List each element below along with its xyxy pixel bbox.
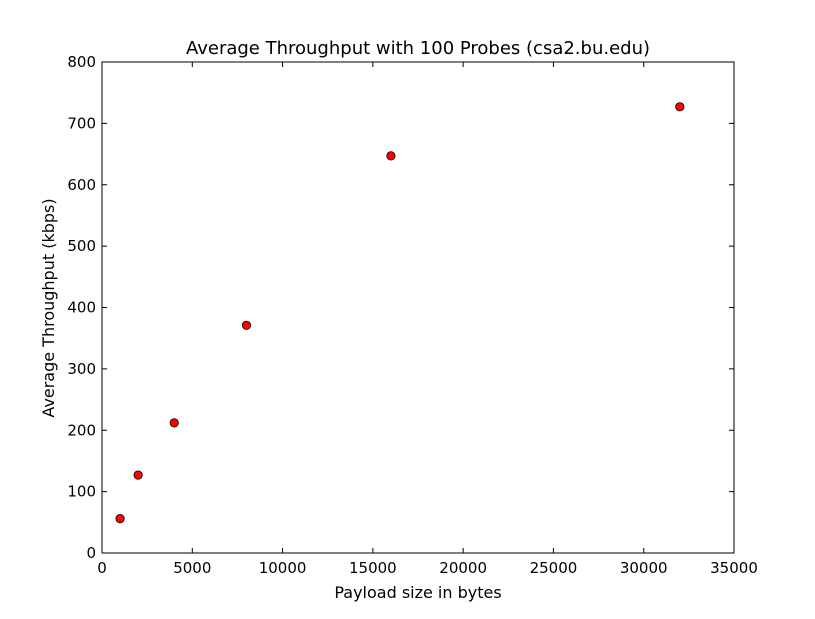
x-tick-label: 30000 — [620, 559, 668, 577]
y-tick-label: 500 — [67, 237, 96, 255]
x-tick-label: 0 — [97, 559, 107, 577]
x-axis-label: Payload size in bytes — [334, 583, 501, 602]
y-axis: 0 100 200 300 400 500 600 700 800 — [67, 53, 734, 562]
x-axis: 0 5000 10000 15000 20000 25000 30000 35000 — [97, 62, 758, 577]
data-points — [115, 102, 685, 524]
data-point — [675, 102, 685, 112]
chart-title: Average Throughput with 100 Probes (csa2… — [186, 38, 650, 59]
x-tick-label: 5000 — [173, 559, 211, 577]
data-point — [133, 470, 143, 480]
x-tick-label: 10000 — [259, 559, 307, 577]
y-axis-label: Average Throughput (kbps) — [39, 198, 58, 417]
y-tick-label: 100 — [67, 483, 96, 501]
x-tick-label: 35000 — [710, 559, 758, 577]
x-tick-label: 15000 — [349, 559, 397, 577]
y-tick-label: 300 — [67, 360, 96, 378]
data-point — [115, 514, 125, 524]
y-tick-label: 200 — [67, 421, 96, 439]
x-tick-label: 20000 — [439, 559, 487, 577]
y-tick-label: 700 — [67, 114, 96, 132]
plot-frame — [101, 61, 735, 554]
y-tick-label: 800 — [67, 53, 96, 71]
plot-area: 0 5000 10000 15000 20000 25000 30000 35000 0 100… — [67, 53, 758, 577]
y-tick-label: 0 — [86, 544, 96, 562]
data-point — [169, 418, 179, 428]
x-tick-label: 25000 — [530, 559, 578, 577]
y-tick-label: 600 — [67, 176, 96, 194]
y-tick-label: 400 — [67, 299, 96, 317]
data-point — [241, 320, 252, 330]
data-point — [386, 151, 396, 161]
